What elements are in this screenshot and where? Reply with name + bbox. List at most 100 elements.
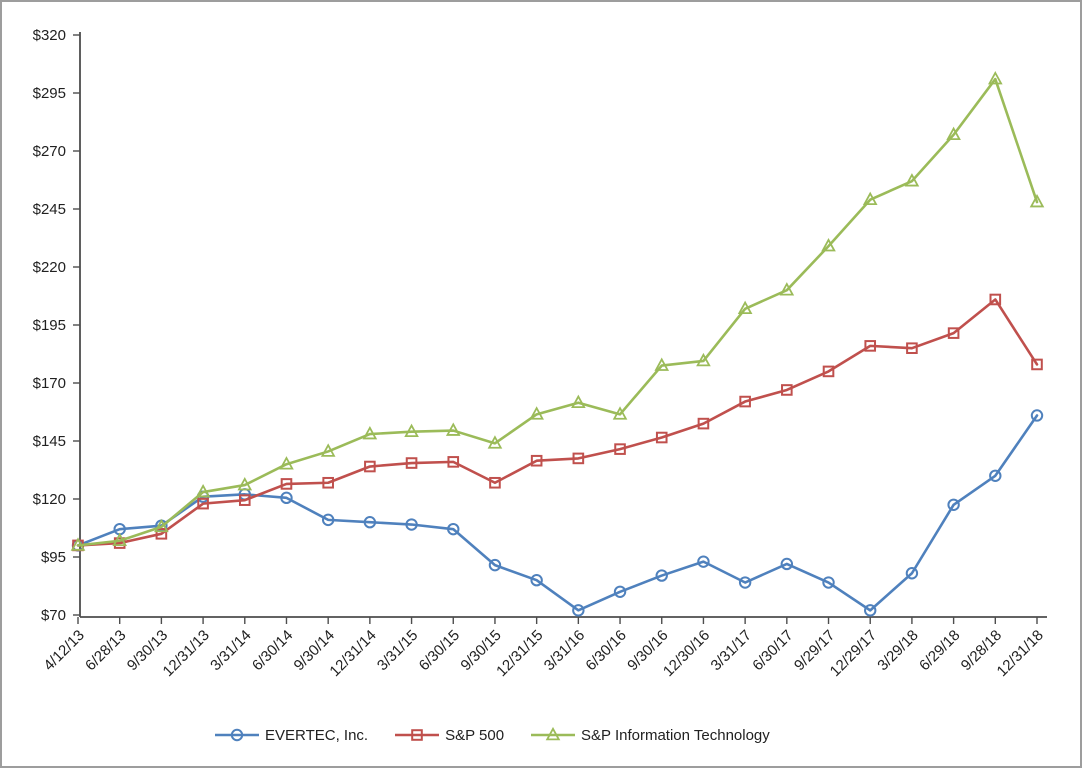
y-axis-tick-label: $70 [41, 607, 66, 624]
series-line-evertec-inc [76, 414, 1039, 612]
x-axis-tick-label: 6/30/14 [249, 627, 296, 674]
data-point-marker-evertec-inc [738, 576, 752, 589]
x-axis-tick-label: 12/31/13 [160, 627, 213, 680]
data-point-marker-s-p-500 [739, 395, 751, 408]
x-axis-tick-label: 6/29/18 [916, 627, 963, 674]
data-point-marker-s-p-500 [655, 431, 668, 444]
legend-item-s-p-information-technology: S&P Information Technology [530, 727, 770, 743]
y-axis-tick-label: $120 [33, 491, 66, 508]
chart-legend: EVERTEC, Inc. S&P 500 S&P Information Tech… [214, 722, 770, 748]
x-axis-tick-label: 3/31/17 [708, 627, 755, 674]
data-point-marker-s-p-500 [280, 478, 293, 490]
data-point-marker-s-p-information-technology [779, 282, 795, 296]
data-point-marker-s-p-500 [864, 340, 877, 352]
data-point-marker-s-p-500 [447, 456, 460, 468]
circle-legend-marker-icon [215, 728, 259, 742]
data-point-marker-s-p-500 [697, 417, 710, 430]
data-point-marker-evertec-inc [655, 569, 668, 582]
data-point-marker-s-p-500 [364, 460, 376, 473]
data-point-marker-evertec-inc [363, 516, 377, 529]
data-point-marker-s-p-information-technology [904, 173, 920, 187]
y-axis-tick-label: $195 [33, 317, 66, 334]
legend-label-s-p-information-technology: S&P Information Technology [581, 726, 770, 744]
y-axis-tick-label: $95 [41, 549, 66, 566]
data-point-marker-s-p-information-technology [362, 425, 378, 440]
y-axis-tick-label: $170 [33, 375, 66, 392]
data-point-marker-evertec-inc [572, 604, 585, 617]
x-axis-tick-label: 6/30/15 [416, 627, 463, 674]
data-point-marker-s-p-500 [572, 452, 585, 465]
legend-marker-glyph [411, 729, 423, 741]
data-point-marker-evertec-inc [905, 567, 919, 580]
data-point-marker-s-p-information-technology [154, 518, 169, 533]
legend-label-s-p-500: S&P 500 [445, 726, 505, 744]
y-axis-tick-label: $220 [33, 259, 66, 276]
data-point-marker-s-p-information-technology [404, 423, 419, 438]
x-axis-tick-label: 4/12/13 [40, 627, 87, 674]
x-axis-tick-label: 3/31/15 [374, 627, 421, 674]
data-point-marker-s-p-information-technology [320, 443, 336, 457]
y-axis-tick-label: $245 [33, 201, 66, 218]
data-point-marker-evertec-inc [613, 585, 627, 598]
data-point-marker-s-p-500 [1031, 358, 1043, 371]
series-s-p-information-technology [70, 71, 1045, 551]
data-point-marker-s-p-information-technology [195, 483, 211, 498]
data-point-marker-s-p-information-technology [487, 435, 503, 449]
data-point-marker-s-p-information-technology [529, 406, 544, 420]
data-point-marker-s-p-information-technology [987, 71, 1003, 85]
data-point-marker-evertec-inc [530, 574, 543, 587]
data-point-marker-s-p-information-technology [1029, 193, 1045, 208]
legend-label-evertec-inc: EVERTEC, Inc. [265, 726, 369, 744]
data-point-marker-evertec-inc [447, 522, 460, 536]
data-point-marker-s-p-500 [405, 457, 418, 469]
legend-item-s-p-500: S&P 500 [394, 727, 504, 743]
y-axis-tick-label: $145 [33, 433, 66, 450]
data-point-marker-s-p-500 [238, 494, 251, 506]
data-point-marker-s-p-information-technology [112, 532, 128, 547]
data-point-marker-evertec-inc [780, 557, 794, 571]
series-line-s-p-500 [76, 298, 1039, 547]
data-point-marker-s-p-information-technology [279, 456, 294, 470]
x-axis-tick-label: 6/30/17 [749, 627, 796, 674]
x-axis-tick-label: 3/31/16 [541, 627, 588, 674]
y-axis-tick-label: $320 [33, 27, 66, 44]
data-point-marker-evertec-inc [488, 558, 502, 572]
data-point-marker-evertec-inc [280, 491, 293, 505]
data-point-marker-s-p-500 [947, 327, 960, 339]
data-point-marker-s-p-500 [155, 528, 168, 540]
data-point-marker-evertec-inc [864, 604, 877, 617]
data-point-marker-s-p-information-technology [237, 477, 253, 491]
data-point-marker-s-p-information-technology [654, 357, 670, 371]
y-axis-tick-label: $295 [33, 85, 66, 102]
legend-marker-glyph [545, 727, 561, 741]
legend-item-evertec-inc: EVERTEC, Inc. [214, 727, 368, 743]
data-point-marker-s-p-information-technology [571, 394, 586, 409]
data-point-marker-s-p-information-technology [612, 406, 628, 420]
data-point-marker-s-p-information-technology [946, 126, 961, 141]
data-point-marker-s-p-information-technology [445, 422, 461, 436]
data-point-marker-s-p-information-technology [737, 300, 753, 315]
x-axis-tick-label: 6/30/16 [582, 627, 629, 674]
triangle-legend-marker-icon [531, 727, 576, 741]
data-point-marker-s-p-500 [989, 293, 1002, 306]
data-point-marker-evertec-inc [947, 498, 960, 511]
data-point-marker-evertec-inc [1030, 409, 1044, 422]
data-point-marker-s-p-500 [822, 365, 835, 378]
data-point-marker-s-p-500 [197, 497, 209, 510]
x-axis-tick-label: 12/30/16 [660, 627, 713, 680]
x-axis-tick-label: 12/31/15 [493, 627, 546, 680]
data-point-marker-evertec-inc [822, 576, 835, 589]
data-point-marker-s-p-500 [906, 342, 918, 354]
data-point-marker-s-p-500 [322, 476, 334, 489]
x-axis-tick-label: 6/28/13 [82, 627, 129, 674]
data-point-marker-s-p-information-technology [696, 352, 711, 367]
x-axis-tick-label: 12/29/17 [827, 627, 880, 680]
data-point-marker-s-p-information-technology [821, 238, 836, 252]
series-s-p-500 [72, 293, 1043, 552]
x-axis-tick-label: 12/31/18 [994, 627, 1047, 680]
x-axis-tick-label: 3/29/18 [874, 627, 921, 674]
data-point-marker-evertec-inc [405, 518, 418, 531]
y-axis-tick-label: $270 [33, 143, 66, 160]
